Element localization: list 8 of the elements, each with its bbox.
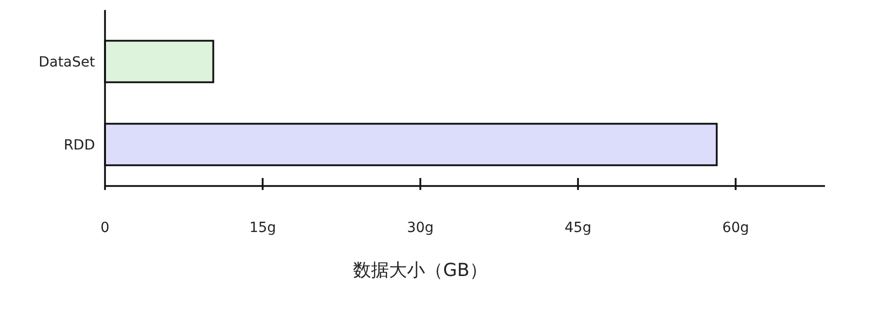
x-tick-label: 45g bbox=[564, 220, 592, 236]
y-tick-label: RDD bbox=[64, 137, 95, 154]
x-tick-label: 30g bbox=[406, 220, 434, 236]
x-tick-label: 0 bbox=[100, 220, 110, 236]
x-tick-label: 60g bbox=[722, 220, 750, 236]
y-tick-label: DataSet bbox=[38, 54, 96, 70]
x-tick-label: 15g bbox=[249, 220, 276, 236]
x-axis-title: 数据大小（GB） bbox=[353, 260, 488, 281]
